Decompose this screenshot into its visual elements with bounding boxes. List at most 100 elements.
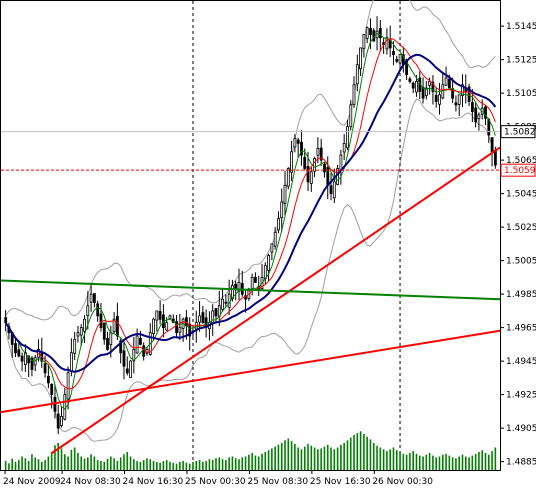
price-tick-label: 1.4885 xyxy=(506,458,536,468)
candle-body xyxy=(20,355,24,362)
time-tick-label: 24 Nov 2009 xyxy=(3,477,61,487)
candle-body xyxy=(178,327,182,333)
candle-body xyxy=(283,184,287,204)
current-price-tag xyxy=(500,125,536,139)
price-tick-label: 1.5045 xyxy=(506,190,536,200)
candle-body xyxy=(316,147,320,156)
bollinger-lower-line xyxy=(5,98,496,442)
candle-body xyxy=(227,293,231,308)
candle-body xyxy=(457,94,461,105)
candle-body xyxy=(490,137,494,153)
trendline-support-steep xyxy=(51,146,501,455)
candle-body xyxy=(313,158,317,172)
candle-body xyxy=(309,171,313,184)
candle-body xyxy=(129,360,133,378)
candle-body xyxy=(342,142,346,153)
candle-body xyxy=(86,305,90,316)
candle-body xyxy=(270,243,274,253)
candle-body xyxy=(50,383,54,395)
candle-body xyxy=(63,394,67,420)
candle-body xyxy=(293,137,297,148)
candle-body xyxy=(280,201,284,218)
candle-body xyxy=(253,276,257,283)
price-levels xyxy=(1,131,500,171)
candle-body xyxy=(66,372,70,400)
candle-body xyxy=(408,78,412,82)
candle-body xyxy=(369,28,372,35)
candle-body xyxy=(398,54,402,64)
candle-body xyxy=(155,310,159,321)
candle-body xyxy=(165,322,169,331)
candle-body xyxy=(30,357,34,370)
candle-body xyxy=(73,338,77,354)
candle-body xyxy=(214,308,218,317)
ma-slow-line xyxy=(4,53,497,373)
candle-body xyxy=(83,318,86,332)
candle-body xyxy=(96,303,100,317)
price-tick-label: 1.4925 xyxy=(506,391,536,401)
price-tick-label: 1.4905 xyxy=(506,424,536,434)
candle-body xyxy=(461,84,464,97)
candle-body xyxy=(273,231,277,247)
candle-body xyxy=(332,181,336,199)
candle-body xyxy=(43,363,47,374)
price-tick-label: 1.4985 xyxy=(506,290,536,300)
current-price-label: 1.5082 xyxy=(504,128,536,138)
candle-body xyxy=(4,317,8,324)
candle-body xyxy=(474,107,478,123)
candle-body xyxy=(79,327,83,336)
candle-body xyxy=(300,141,303,156)
candle-body xyxy=(70,352,73,372)
candle-body xyxy=(224,301,228,304)
candle-body xyxy=(392,51,395,55)
candle-body xyxy=(329,185,333,195)
candle-body xyxy=(60,415,63,426)
candle-body xyxy=(277,218,280,231)
candle-body xyxy=(221,298,225,310)
candle-body xyxy=(230,285,234,300)
price-tags: 1.5082 1.5059 xyxy=(500,125,536,177)
price-tick-label: 1.5105 xyxy=(506,89,536,99)
bollinger-upper-line xyxy=(5,0,496,321)
candle-body xyxy=(122,350,126,367)
candle-body xyxy=(346,126,349,149)
candle-body xyxy=(286,168,290,187)
candle-body xyxy=(102,322,106,340)
price-tick-label: 1.5125 xyxy=(506,56,536,66)
volume-bars xyxy=(4,431,497,470)
candle-body xyxy=(33,357,37,366)
candle-body xyxy=(365,27,369,39)
candle-body xyxy=(454,102,458,106)
time-axis: 24 Nov 2009 24 Nov 08:30 24 Nov 16:30 25 No… xyxy=(3,470,433,487)
candle-body xyxy=(484,106,487,119)
time-tick-label: 26 Nov 00:30 xyxy=(372,477,433,487)
candle-body xyxy=(250,276,254,290)
candle-body xyxy=(359,47,363,70)
candle-body xyxy=(467,86,471,102)
candle-body xyxy=(56,413,60,429)
candle-body xyxy=(378,28,382,39)
candle-body xyxy=(349,104,353,128)
candle-body xyxy=(93,293,96,303)
candle-body xyxy=(339,154,343,171)
price-tick-label: 1.5065 xyxy=(506,156,536,166)
candle-body xyxy=(477,114,481,120)
candle-body xyxy=(263,265,267,279)
time-tick-label: 25 Nov 00:30 xyxy=(185,477,246,487)
trendlines[interactable] xyxy=(0,146,501,455)
trendline-support-shallow xyxy=(0,329,501,414)
trendline-resistance-flat xyxy=(0,279,501,301)
candle-body xyxy=(306,165,310,183)
price-axis[interactable]: 1.51451.51251.51051.50851.50651.50451.50… xyxy=(500,22,536,468)
price-tick-label: 1.4965 xyxy=(506,324,536,334)
candle-body xyxy=(267,255,271,271)
candle-body xyxy=(158,310,162,320)
candle-body xyxy=(438,94,441,105)
candle-body xyxy=(323,163,326,173)
candle-body xyxy=(168,315,172,320)
candle-body xyxy=(201,312,205,324)
candle-body xyxy=(431,81,435,92)
candle-body xyxy=(27,355,31,364)
